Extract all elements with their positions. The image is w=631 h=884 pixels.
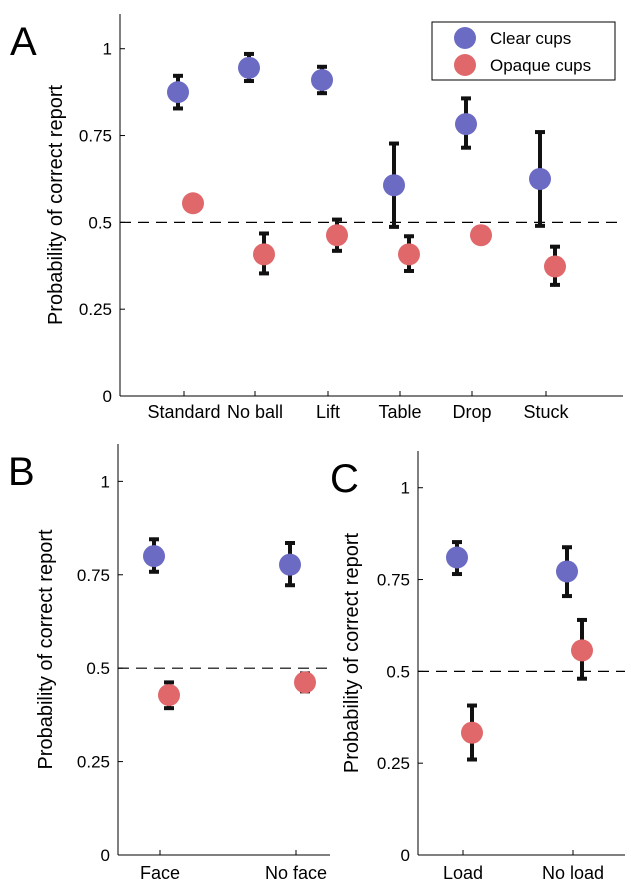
x-tick-label: Face: [140, 863, 180, 883]
x-tick-label: No ball: [227, 402, 283, 422]
y-tick-label: 0.75: [79, 127, 112, 146]
panel-c: C 0 0.25 0.5 0.75 1 Probability of correct rep…: [330, 451, 625, 883]
legend-marker: [454, 27, 476, 49]
opaque-cups-point: [470, 224, 492, 247]
y-tick-label: 1: [101, 472, 110, 491]
panel-label: B: [8, 450, 35, 494]
y-axis-label: Probability of correct report: [35, 529, 57, 770]
y-tick-label: 0: [103, 387, 112, 406]
y-tick-label: 0: [401, 846, 410, 865]
y-tick-label: 0.5: [88, 213, 112, 232]
y-tick-label: 0.5: [386, 662, 410, 681]
x-tick-label: No face: [265, 863, 327, 883]
legend-marker: [454, 54, 476, 76]
panel-label: A: [10, 20, 37, 64]
x-tick-label: Stuck: [523, 402, 569, 422]
panel-label: C: [330, 457, 359, 501]
y-tick-label: 0.25: [377, 754, 410, 773]
clear-cups-point: [238, 56, 260, 79]
clear-cups-point: [279, 553, 301, 576]
clear-cups-point: [556, 560, 578, 583]
x-tick-label: Lift: [316, 402, 340, 422]
legend-label: Clear cups: [490, 29, 571, 48]
y-tick-label: 1: [103, 40, 112, 59]
x-tick-label: No load: [542, 863, 604, 883]
x-tick-label: Standard: [147, 402, 220, 422]
panel-b: B 0 0.25 0.5 0.75 1 Probability of correct rep…: [8, 444, 330, 883]
clear-cups-point: [311, 68, 333, 91]
panel-a: A 0 0.25 0.5 0.75 1 Probability of correct rep…: [10, 14, 623, 422]
opaque-cups-point: [158, 684, 180, 707]
clear-cups-point: [143, 545, 165, 568]
opaque-cups-point: [294, 671, 316, 694]
clear-cups-point: [529, 167, 551, 190]
x-tick-label: Table: [378, 402, 421, 422]
y-tick-label: 0: [101, 846, 110, 865]
clear-cups-point: [167, 81, 189, 104]
clear-cups-point: [446, 546, 468, 569]
opaque-cups-point: [326, 224, 348, 247]
y-tick-label: 1: [401, 479, 410, 498]
y-tick-label: 0.75: [377, 571, 410, 590]
opaque-cups-point: [398, 243, 420, 266]
opaque-cups-point: [571, 639, 593, 662]
y-axis-label: Probability of correct report: [341, 533, 363, 774]
legend-label: Opaque cups: [490, 56, 591, 75]
opaque-cups-point: [253, 243, 275, 266]
clear-cups-point: [383, 174, 405, 197]
clear-cups-point: [455, 113, 477, 136]
y-axis-label: Probability of correct report: [45, 85, 67, 326]
y-tick-label: 0.25: [77, 753, 110, 772]
opaque-cups-point: [182, 192, 204, 215]
y-tick-label: 0.5: [86, 659, 110, 678]
x-tick-label: Load: [443, 863, 483, 883]
opaque-cups-point: [544, 255, 566, 278]
legend: Clear cups Opaque cups: [431, 21, 616, 81]
opaque-cups-point: [461, 721, 483, 744]
x-tick-label: Drop: [452, 402, 491, 422]
y-tick-label: 0.75: [77, 566, 110, 585]
y-tick-label: 0.25: [79, 300, 112, 319]
